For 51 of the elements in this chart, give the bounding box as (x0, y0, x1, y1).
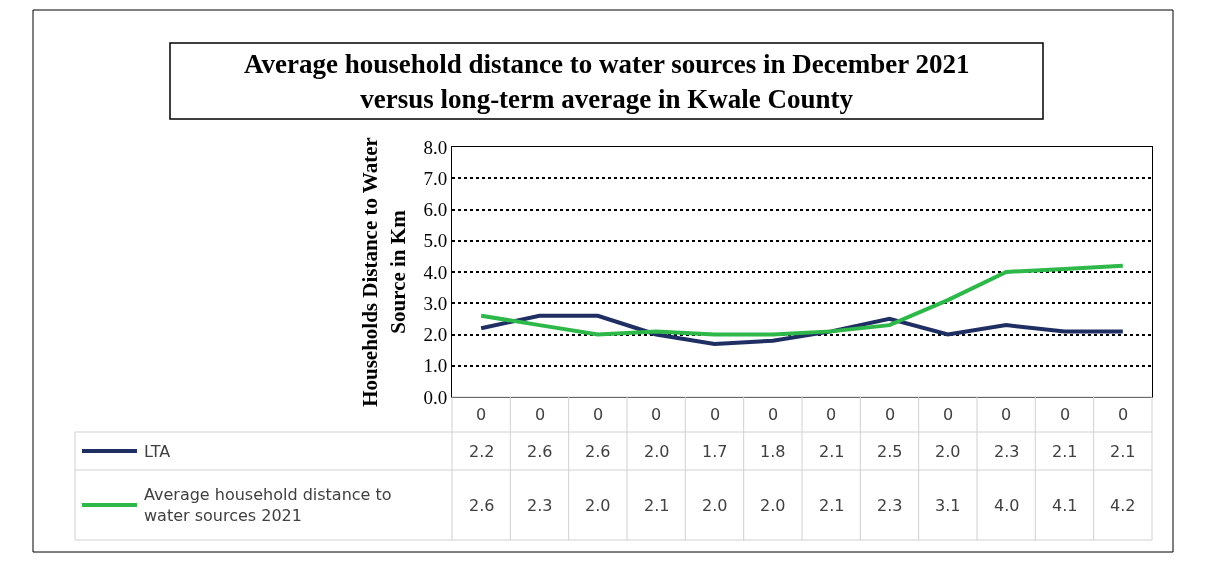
data-label: 2.0 (702, 496, 728, 515)
data-label: 2.6 (527, 442, 553, 461)
x-tick-label: 0 (1118, 405, 1129, 424)
y-tick-label: 2.0 (423, 324, 448, 346)
data-label: 2.0 (760, 496, 786, 515)
line-series (479, 263, 1125, 337)
data-label: 2.3 (994, 442, 1020, 461)
x-tick-label: 0 (535, 405, 546, 424)
y-tick-label: 0.0 (423, 386, 448, 408)
data-label: 2.1 (1052, 442, 1078, 461)
y-tick-label: 4.0 (423, 261, 448, 283)
y-axis-title: Households Distance to Water Source in Km (358, 137, 410, 407)
x-tick-label: 0 (593, 405, 604, 424)
data-label: 2.3 (527, 496, 553, 515)
y-tick-label: 5.0 (423, 230, 448, 252)
y-tick-label: 1.0 (423, 355, 448, 377)
data-label: 2.1 (819, 496, 845, 515)
x-tick-label: 0 (943, 405, 954, 424)
data-label: 2.0 (935, 442, 961, 461)
y-tick-label: 8.0 (423, 136, 448, 158)
x-tick-label: 0 (768, 405, 779, 424)
data-label: 4.0 (994, 496, 1020, 515)
data-label: 2.2 (469, 442, 495, 461)
data-label: 2.1 (819, 442, 845, 461)
x-tick-label: 0 (1060, 405, 1071, 424)
x-tick-label: 0 (651, 405, 662, 424)
legend-label: Average household distance to water sources 2021 (144, 485, 392, 525)
data-label: 2.6 (585, 442, 611, 461)
x-tick-label: 0 (1001, 405, 1012, 424)
x-tick-label: 0 (826, 405, 837, 424)
data-label: 4.2 (1110, 496, 1136, 515)
data-label: 2.0 (585, 496, 611, 515)
y-tick-label: 7.0 (423, 167, 448, 189)
data-label: 4.1 (1052, 496, 1078, 515)
data-label: 3.1 (935, 496, 961, 515)
y-tick-label: 6.0 (423, 199, 448, 221)
data-label: 2.0 (644, 442, 670, 461)
x-tick-label: 0 (710, 405, 721, 424)
y-tick-label: 3.0 (423, 292, 448, 314)
data-label: 1.8 (760, 442, 786, 461)
data-label: 1.7 (702, 442, 728, 461)
line-series (479, 313, 1125, 346)
data-label: 2.5 (877, 442, 903, 461)
data-label: 2.1 (644, 496, 670, 515)
legend-label: LTA (144, 442, 171, 461)
data-label: 2.6 (469, 496, 495, 515)
x-tick-label: 0 (476, 405, 487, 424)
data-label: 2.1 (1110, 442, 1136, 461)
chart-title: Average household distance to water sources in December 2021 versus long-term average in Kwale County (244, 49, 970, 115)
x-tick-label: 0 (885, 405, 896, 424)
data-label: 2.3 (877, 496, 903, 515)
